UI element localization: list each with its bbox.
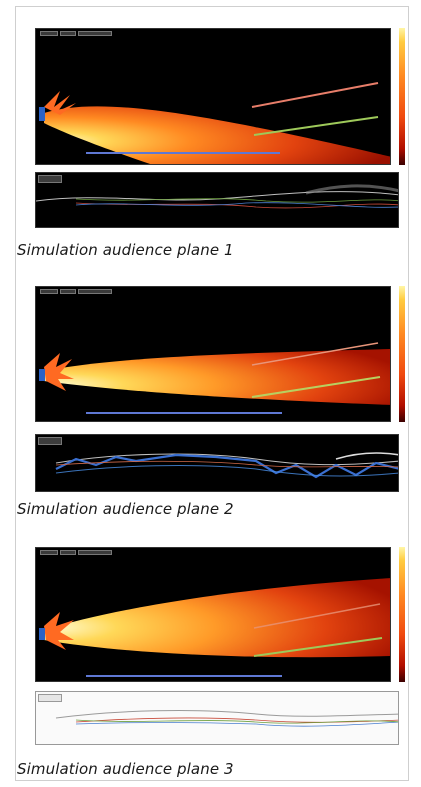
legend-header-3	[38, 694, 62, 702]
speaker-array-icon	[39, 628, 45, 640]
toolbar-button-3[interactable]	[78, 31, 112, 36]
beam-layer-1	[39, 82, 390, 164]
audience-line-green-1	[253, 116, 379, 136]
sidelobes-3	[44, 612, 74, 650]
audience-line-green-3	[253, 637, 383, 657]
toolbar-button-2[interactable]	[60, 31, 76, 36]
sound-beam-3	[44, 578, 390, 658]
sidelobes-1	[44, 91, 76, 115]
response-curves-3	[55, 710, 398, 727]
speaker-array-icon	[39, 107, 45, 121]
colorbar-3	[399, 547, 405, 682]
caption-plane-3: Simulation audience plane 3	[17, 760, 234, 778]
audience-line-red-2	[251, 342, 379, 366]
sidelobes-2	[44, 353, 74, 391]
frequency-response-plot-2	[35, 434, 399, 492]
spl-map-plot-3	[35, 547, 391, 682]
toolbar-button-2[interactable]	[60, 289, 76, 294]
legend-header-1	[38, 175, 62, 183]
response-curves-2	[55, 452, 398, 479]
audience-line-red-1	[251, 82, 379, 108]
frequency-response-plot-1	[35, 172, 399, 228]
spl-map-plot-2	[35, 286, 391, 422]
toolbar-button-1[interactable]	[40, 31, 58, 36]
caption-plane-2: Simulation audience plane 2	[17, 500, 234, 518]
sound-beam-1	[44, 106, 390, 164]
toolbar-button-3[interactable]	[78, 289, 112, 294]
response-curves-1	[36, 184, 398, 209]
speaker-array-icon	[39, 369, 45, 381]
colorbar-1	[399, 28, 405, 165]
audience-line-red-3	[253, 603, 381, 629]
beam-layer-2	[39, 342, 390, 414]
sound-beam-2	[44, 349, 390, 405]
colorbar-2	[399, 286, 405, 422]
caption-plane-1: Simulation audience plane 1	[17, 241, 234, 259]
audience-line-green-2	[251, 376, 381, 398]
frequency-response-plot-3	[35, 691, 399, 745]
toolbar-button-1[interactable]	[40, 289, 58, 294]
toolbar-button-2[interactable]	[60, 550, 76, 555]
spl-map-plot-1	[35, 28, 391, 165]
toolbar-button-1[interactable]	[40, 550, 58, 555]
legend-header-2	[38, 437, 62, 445]
toolbar-button-3[interactable]	[78, 550, 112, 555]
beam-layer-3	[39, 578, 390, 677]
